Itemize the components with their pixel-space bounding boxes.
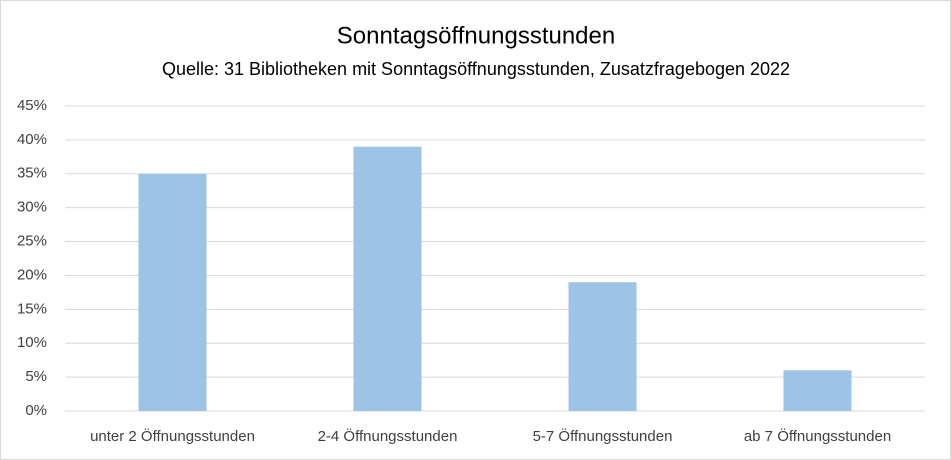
y-tick-label: 35% (17, 165, 47, 182)
x-tick-label: ab 7 Öffnungsstunden (744, 427, 891, 445)
y-tick-label: 0% (25, 402, 47, 419)
y-tick-label: 10% (17, 334, 47, 351)
y-tick-label: 20% (17, 266, 47, 283)
y-tick-label: 45% (17, 97, 47, 114)
chart-subtitle: Quelle: 31 Bibliotheken mit Sonntagsöffn… (162, 59, 790, 79)
y-tick-label: 40% (17, 131, 47, 148)
bar (783, 370, 852, 411)
bar (138, 173, 207, 411)
bar (568, 282, 637, 411)
chart-title: Sonntagsöffnungsstunden (337, 22, 615, 49)
x-tick-label: unter 2 Öffnungsstunden (90, 427, 255, 445)
y-tick-label: 30% (17, 199, 47, 216)
x-tick-label: 5-7 Öffnungsstunden (533, 427, 673, 445)
x-tick-label: 2-4 Öffnungsstunden (318, 427, 458, 445)
y-tick-label: 15% (17, 300, 47, 317)
y-tick-label: 25% (17, 233, 47, 250)
bar (353, 146, 422, 411)
y-tick-label: 5% (25, 368, 47, 385)
